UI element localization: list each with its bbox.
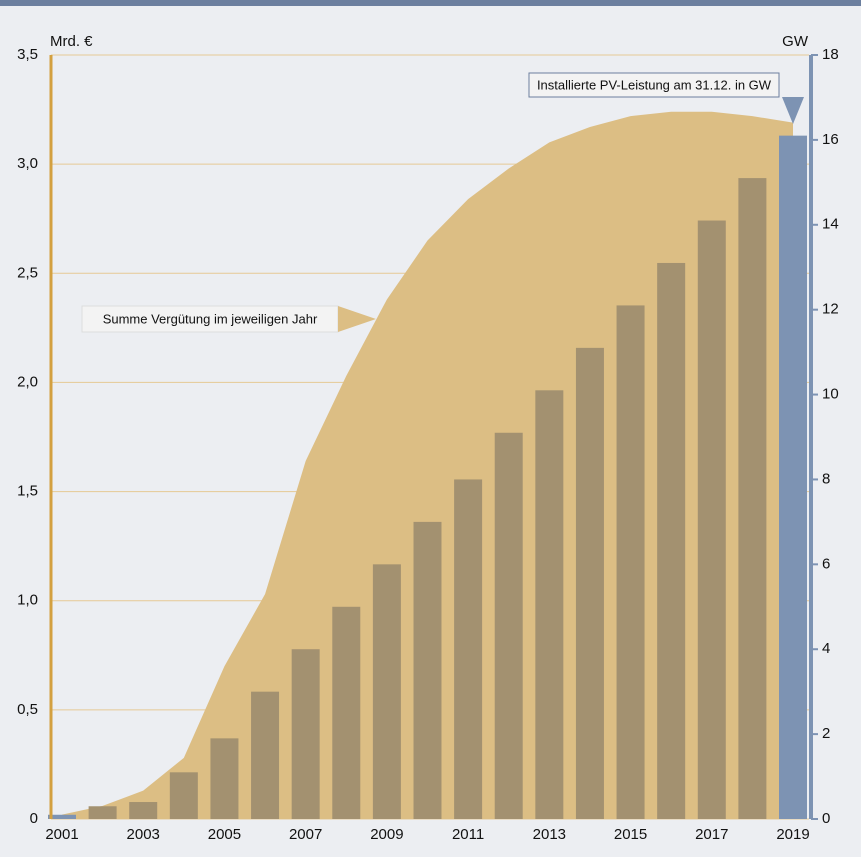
x-tick-label: 2003 bbox=[127, 826, 160, 843]
bar bbox=[575, 347, 604, 819]
y2-tick-label: 10 bbox=[822, 386, 839, 403]
bar bbox=[616, 305, 645, 819]
y-tick-label: 2,5 bbox=[17, 264, 38, 281]
y2-tick-label: 18 bbox=[822, 46, 839, 63]
bar bbox=[129, 802, 158, 819]
bar bbox=[291, 649, 320, 819]
bar bbox=[169, 772, 198, 819]
x-tick-label: 2013 bbox=[533, 826, 566, 843]
bar bbox=[657, 262, 686, 819]
y2-tick-label: 8 bbox=[822, 470, 830, 487]
y2-tick-label: 0 bbox=[822, 810, 830, 827]
y-tick-label: 3,5 bbox=[17, 46, 38, 63]
bar bbox=[88, 806, 117, 819]
area bbox=[62, 111, 793, 820]
y2-tick-label: 16 bbox=[822, 131, 839, 148]
bar bbox=[494, 432, 523, 819]
annotation: Installierte PV-Leistung am 31.12. in GW bbox=[537, 77, 772, 92]
bar bbox=[251, 691, 280, 819]
y-tick-label: 2,0 bbox=[17, 373, 38, 390]
x-tick-label: 2017 bbox=[695, 826, 728, 843]
bar bbox=[535, 390, 564, 819]
bar bbox=[454, 479, 483, 819]
x-tick-label: 2015 bbox=[614, 826, 647, 843]
x-tick-label: 2005 bbox=[208, 826, 241, 843]
bar bbox=[697, 220, 726, 820]
annotation: Summe Vergütung im jeweiligen Jahr bbox=[103, 311, 318, 326]
x-tick-label: 2019 bbox=[776, 826, 809, 843]
y-tick-label: 0,5 bbox=[17, 701, 38, 718]
y2-tick-label: 2 bbox=[822, 725, 830, 742]
bar bbox=[372, 564, 401, 819]
top-strip bbox=[0, 0, 861, 6]
x-tick-label: 2011 bbox=[452, 826, 484, 843]
x-tick-label: 2009 bbox=[370, 826, 403, 843]
y2-tick-label: 12 bbox=[822, 301, 839, 318]
y2-tick-label: 14 bbox=[822, 216, 839, 233]
annotation-box bbox=[528, 72, 780, 98]
annotation-arrow bbox=[782, 97, 804, 124]
y-tick-label: 0 bbox=[30, 810, 38, 827]
y2-tick-label: 4 bbox=[822, 640, 830, 657]
bar bbox=[332, 606, 361, 819]
bar bbox=[738, 178, 767, 820]
bar bbox=[210, 738, 239, 819]
bar bbox=[48, 814, 76, 819]
x-tick-label: 2007 bbox=[289, 826, 322, 843]
annotation-arrow bbox=[338, 306, 376, 332]
x-tick-label: 2001 bbox=[45, 826, 78, 843]
bar bbox=[413, 521, 442, 819]
bar bbox=[779, 135, 807, 820]
y-tick-label: 1,5 bbox=[17, 483, 38, 500]
y-tick-label: 3,0 bbox=[17, 155, 38, 172]
y2-axis-label: GW bbox=[782, 33, 809, 50]
y-axis-label: Mrd. € bbox=[50, 33, 93, 50]
y2-tick-label: 6 bbox=[822, 555, 830, 572]
y-tick-label: 1,0 bbox=[17, 592, 38, 609]
